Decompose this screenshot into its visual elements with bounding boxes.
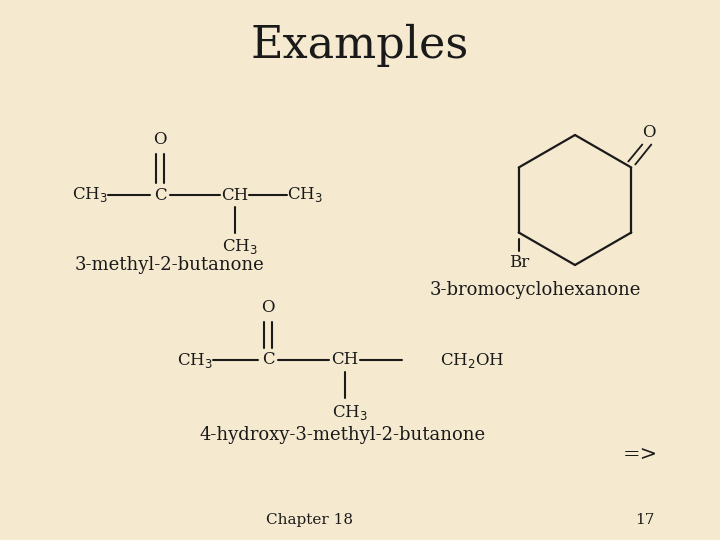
Text: 3-methyl-2-butanone: 3-methyl-2-butanone	[75, 256, 265, 274]
Text: CH: CH	[221, 186, 248, 204]
Text: 4-hydroxy-3-methyl-2-butanone: 4-hydroxy-3-methyl-2-butanone	[200, 426, 486, 444]
Text: O: O	[153, 132, 167, 148]
Text: CH$_3$: CH$_3$	[287, 186, 323, 205]
Text: CH$_3$: CH$_3$	[72, 186, 108, 205]
Text: Chapter 18: Chapter 18	[266, 513, 354, 527]
Text: Br: Br	[508, 254, 528, 271]
Text: O: O	[642, 124, 656, 141]
Text: 17: 17	[635, 513, 654, 527]
Text: Examples: Examples	[251, 23, 469, 66]
Text: C: C	[153, 186, 166, 204]
Text: CH$_3$: CH$_3$	[177, 350, 213, 369]
Text: CH$_3$: CH$_3$	[222, 238, 258, 256]
Text: 3-bromocyclohexanone: 3-bromocyclohexanone	[430, 281, 642, 299]
Text: =>: =>	[622, 446, 657, 464]
Text: CH$_3$: CH$_3$	[332, 402, 368, 422]
Text: O: O	[261, 300, 275, 316]
Text: C: C	[261, 352, 274, 368]
Text: CH: CH	[331, 352, 359, 368]
Text: CH$_2$OH: CH$_2$OH	[440, 350, 505, 369]
